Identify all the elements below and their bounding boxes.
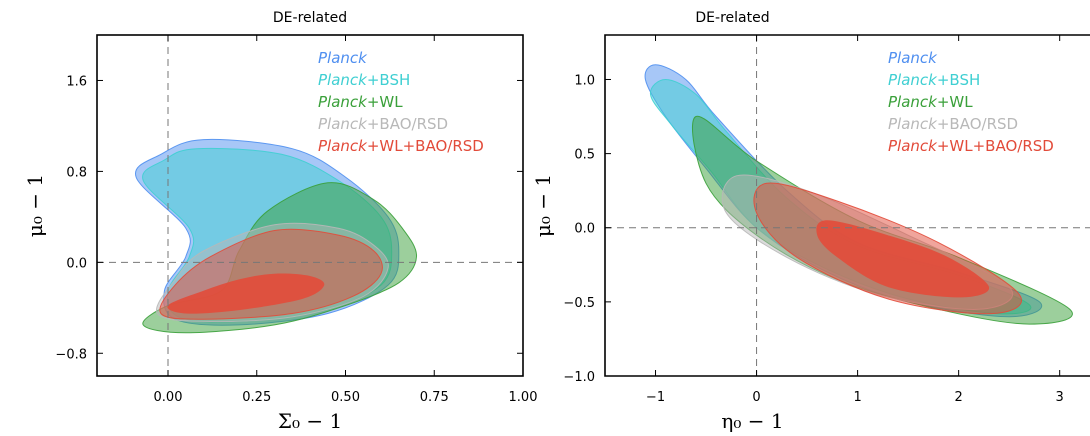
x-tick-label: 1 (853, 390, 861, 405)
y-axis-label: μ₀ − 1 (23, 174, 47, 237)
legend-entry: Planck (888, 49, 938, 67)
plot-frame (96, 34, 524, 377)
x-axis-label: Σ₀ − 1 (278, 409, 342, 433)
x-tick-label: 0 (752, 390, 760, 405)
legend-entry: Planck+BAO/RSD (318, 115, 448, 133)
y-tick-label: 0.8 (66, 165, 87, 180)
contour-68-planck-wl-bao-rsd (816, 220, 990, 298)
y-tick-label: −1.0 (563, 370, 595, 385)
contour-68-planck-wl-bao-rsd (167, 273, 325, 314)
x-tick-label: 2 (955, 390, 963, 405)
x-tick-label: 3 (1056, 390, 1064, 405)
legend-entry: Planck+WL (318, 93, 403, 111)
y-tick-label: −0.5 (563, 296, 595, 311)
y-tick-label: 0.5 (574, 148, 595, 163)
left-panel: DE-related 0.00 0.25 0.50 0.75 1.00 −0.8 0.0 0.8… (23, 10, 537, 433)
y-tick-label: −0.8 (55, 347, 87, 362)
chart-title: DE-related (273, 10, 347, 26)
legend-entry: Planck (318, 49, 368, 67)
plot-area (97, 35, 523, 376)
legend-entry: Planck+BAO/RSD (888, 115, 1018, 133)
y-tick-label: 0.0 (574, 222, 595, 237)
chart-title: DE-related (695, 10, 769, 26)
x-tick-label: 0.75 (420, 390, 449, 405)
plot-area (605, 35, 1090, 376)
x-tick-label: 0.25 (242, 390, 271, 405)
legend-entry: Planck+BSH (888, 71, 980, 89)
y-tick-label: 1.0 (574, 73, 595, 88)
x-tick-label: −1 (646, 390, 665, 405)
y-axis-label: μ₀ − 1 (531, 174, 555, 237)
legend-entry: Planck+WL (888, 93, 973, 111)
legend-entry: Planck+WL+BAO/RSD (888, 137, 1054, 155)
x-tick-label: 1.00 (509, 390, 538, 405)
y-tick-label: 0.0 (66, 256, 87, 271)
y-tick-label: 1.6 (66, 74, 87, 89)
x-tick-label: 0.00 (154, 390, 183, 405)
right-panel: DE-related −1 0 1 2 3 −1.0 −0.5 0.0 0.5 1.0 η₀ − 1 μ… (531, 10, 1090, 433)
legend-entry: Planck+WL+BAO/RSD (318, 137, 484, 155)
plot-frame (604, 34, 1090, 377)
x-tick-label: 0.50 (331, 390, 360, 405)
x-axis-label: η₀ − 1 (721, 409, 783, 433)
legend-entry: Planck+BSH (318, 71, 410, 89)
